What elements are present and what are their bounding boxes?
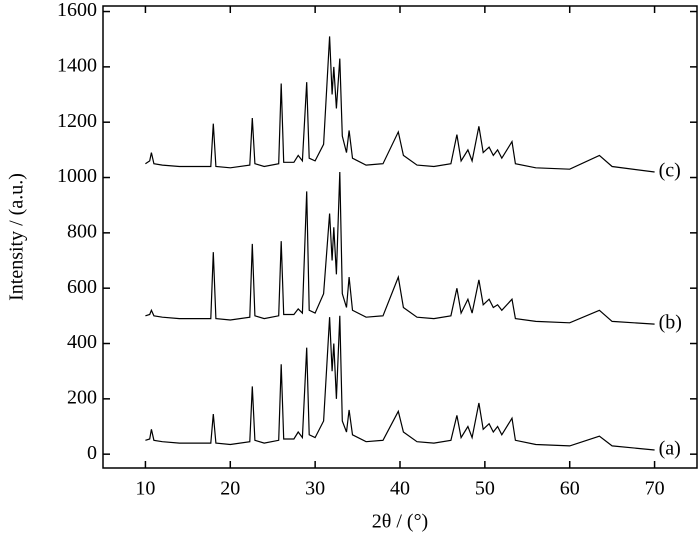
y-tick-label: 1600: [57, 0, 97, 21]
y-tick-label: 800: [67, 220, 97, 242]
plot-frame: [102, 5, 698, 469]
y-tick-label: 200: [67, 386, 97, 408]
series-label: (a): [659, 438, 681, 460]
x-tick-label: 10: [135, 478, 155, 500]
x-tick-label: 50: [475, 478, 495, 500]
series-line: [145, 36, 655, 173]
y-tick-label: 1000: [57, 165, 97, 187]
y-tick-label: 600: [67, 276, 97, 298]
x-axis-label: 2θ / (°): [372, 511, 428, 533]
x-tick-label: 60: [560, 478, 580, 500]
series-line: [145, 171, 655, 325]
x-tick-label: 70: [645, 478, 665, 500]
y-axis-label: Intensity / (a.u.): [6, 173, 28, 301]
y-tick-label: 0: [87, 442, 97, 464]
series-label: (c): [659, 160, 681, 182]
series-line: [145, 315, 655, 451]
y-tick-label: 1400: [57, 54, 97, 76]
x-tick-label: 40: [390, 478, 410, 500]
series-label: (b): [659, 312, 682, 334]
x-tick-label: 20: [220, 478, 240, 500]
x-tick-label: 30: [305, 478, 325, 500]
y-tick-label: 1200: [57, 110, 97, 132]
y-tick-label: 400: [67, 331, 97, 353]
